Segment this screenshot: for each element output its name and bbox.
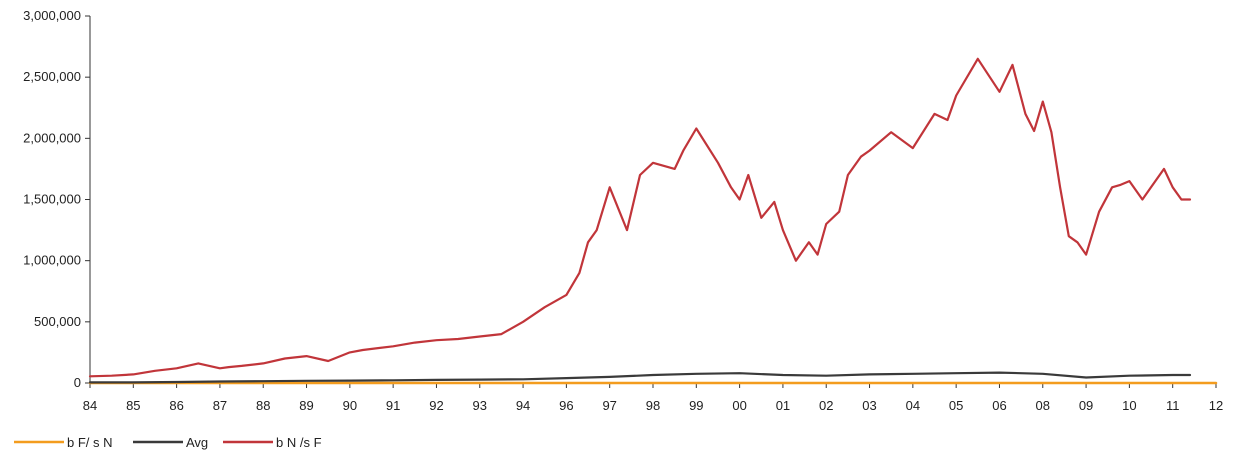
legend-label-0: b F/ s N	[67, 435, 113, 450]
x-tick-label: 99	[689, 398, 703, 413]
x-tick-label: 96	[559, 398, 573, 413]
series-layer	[88, 57, 1218, 385]
x-tick-label: 01	[776, 398, 790, 413]
x-tick-label: 12	[1209, 398, 1223, 413]
y-tick-label: 1,000,000	[23, 253, 81, 268]
x-tick-label: 00	[732, 398, 746, 413]
x-tick-label: 09	[1079, 398, 1093, 413]
x-tick-label: 11	[1166, 398, 1180, 413]
x-tick-label: 92	[429, 398, 443, 413]
x-tick-label: 04	[906, 398, 920, 413]
x-tick-label: 86	[169, 398, 183, 413]
x-tick-label: 05	[949, 398, 963, 413]
y-tick-label: 500,000	[34, 314, 81, 329]
legend: b F/ s N Avg b N /s F	[14, 435, 322, 450]
x-tick-label: 93	[473, 398, 487, 413]
x-tick-label: 87	[213, 398, 227, 413]
y-axis: 0 500,000 1,000,000 1,500,000 2,000,000 2,500…	[23, 8, 91, 390]
x-tick-label: 94	[516, 398, 530, 413]
y-tick-label: 2,000,000	[23, 130, 81, 145]
x-tick-label: 10	[1122, 398, 1136, 413]
x-tick-label: 06	[992, 398, 1006, 413]
x-tick-label: 84	[83, 398, 97, 413]
legend-label-1: Avg	[186, 435, 208, 450]
x-tick-label: 97	[602, 398, 616, 413]
x-tick-label: 98	[646, 398, 660, 413]
x-tick-label: 85	[126, 398, 140, 413]
y-tick-label: 1,500,000	[23, 192, 81, 207]
y-tick-label: 0	[74, 375, 81, 390]
x-tick-label: 90	[343, 398, 357, 413]
x-tick-label: 03	[862, 398, 876, 413]
x-tick-label: 88	[256, 398, 270, 413]
x-tick-label: 91	[386, 398, 400, 413]
x-tick-label: 89	[299, 398, 313, 413]
y-tick-label: 3,000,000	[23, 8, 81, 23]
y-tick-label: 2,500,000	[23, 69, 81, 84]
legend-label-2: b N /s F	[276, 435, 322, 450]
x-axis: 84 85 86 87 88 89 90 91 92 93 94 96 97 98 99 00 01 02 03 04…	[83, 382, 1223, 413]
x-tick-label: 08	[1036, 398, 1050, 413]
series-line-1	[88, 371, 1192, 384]
series-line-2	[88, 57, 1192, 378]
x-tick-label: 02	[819, 398, 833, 413]
